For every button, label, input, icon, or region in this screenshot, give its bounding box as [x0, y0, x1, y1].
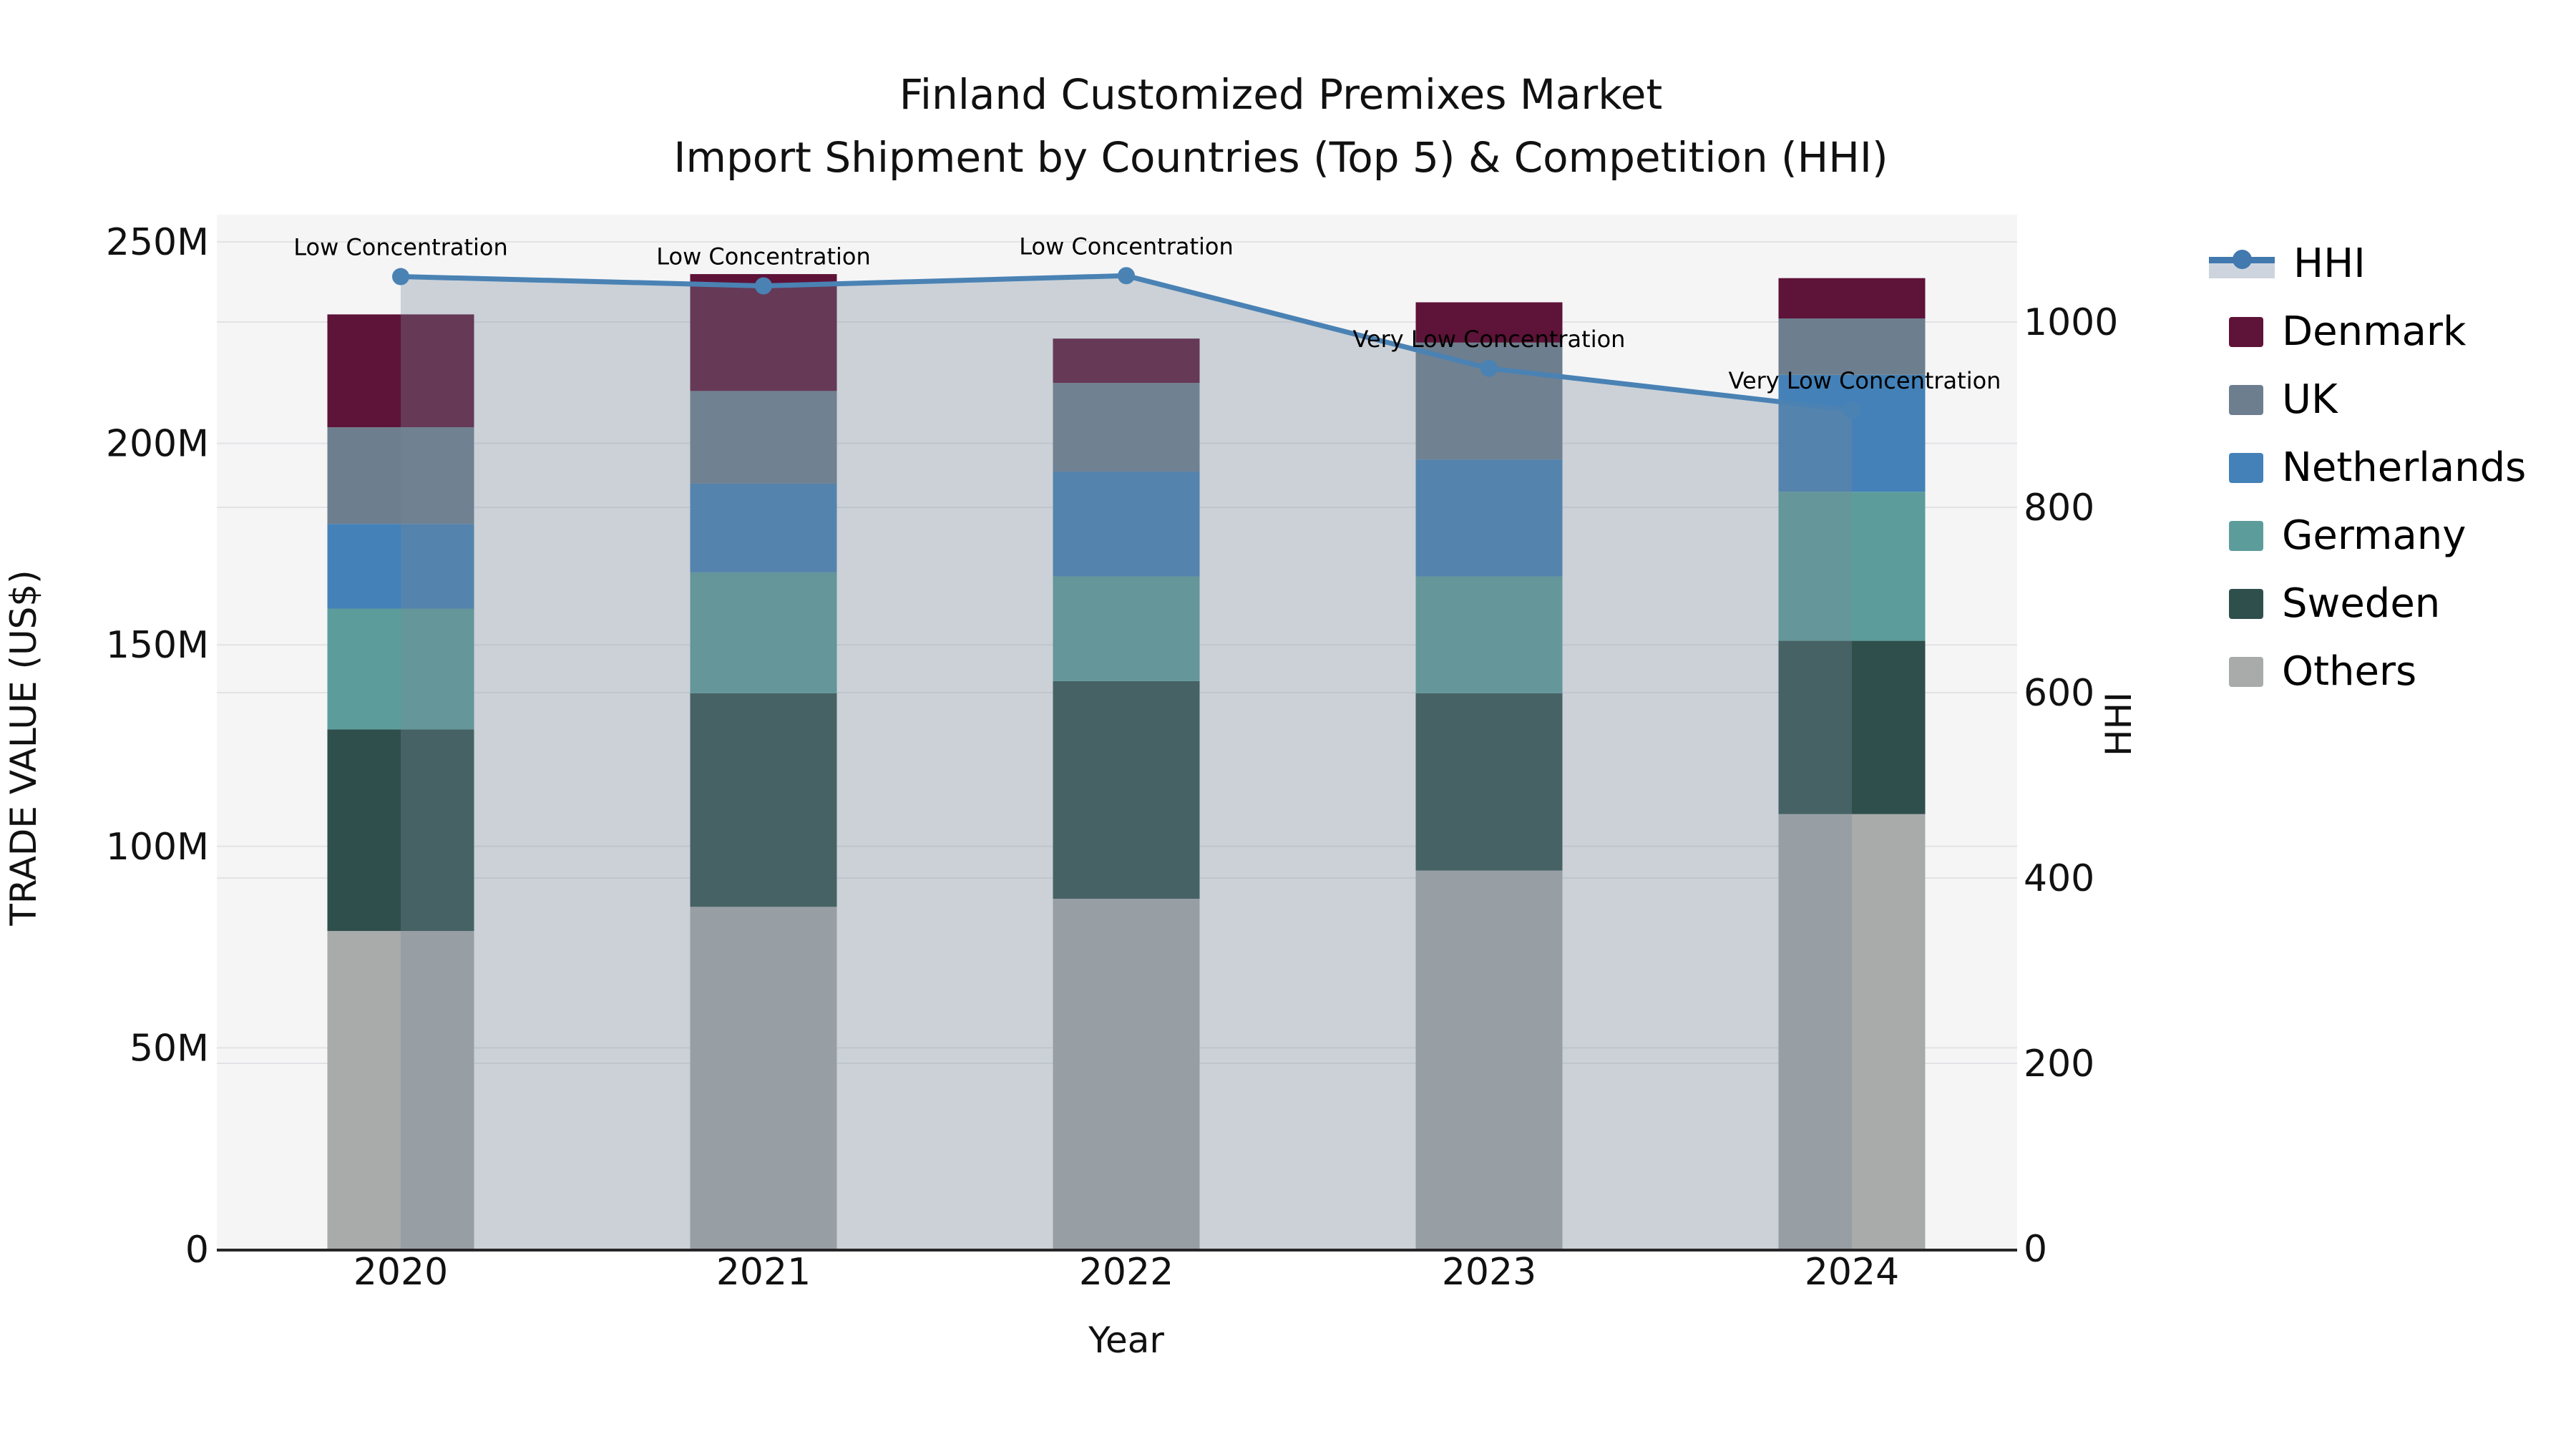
hhi-marker-2024[interactable]: [1843, 401, 1860, 419]
x-tick-2022: 2022: [1079, 1251, 1174, 1294]
bar-segment-2021-germany[interactable]: [690, 572, 837, 693]
bar-segment-2020-others[interactable]: [327, 931, 474, 1249]
bar-segment-2023-others[interactable]: [1415, 870, 1563, 1249]
legend-label: UK: [2282, 376, 2338, 423]
y-left-tick-0: 0: [185, 1229, 209, 1272]
legend-item-uk[interactable]: UK: [2209, 366, 2526, 434]
bar-segment-2021-sweden[interactable]: [690, 693, 837, 907]
y-right-tick-1000: 1000: [2024, 301, 2118, 344]
y-right-tick-400: 400: [2024, 857, 2094, 900]
annotation-2022: Low Concentration: [1019, 233, 1234, 260]
legend-label: Denmark: [2282, 308, 2467, 355]
bar-segment-2023-germany[interactable]: [1415, 576, 1563, 693]
bar-segment-2020-uk[interactable]: [327, 427, 474, 525]
legend-item-sweden[interactable]: Sweden: [2209, 570, 2526, 638]
y-right-tick-200: 200: [2024, 1043, 2094, 1085]
y-right-tick-0: 0: [2024, 1228, 2047, 1271]
hhi-marker-swatch: [2233, 249, 2252, 269]
bar-segment-2021-uk[interactable]: [690, 391, 837, 484]
bar-segment-2020-sweden[interactable]: [327, 729, 474, 932]
x-tick-2020: 2020: [353, 1251, 448, 1294]
legend-label: HHI: [2293, 240, 2366, 287]
legend: HHI Denmark UK Netherlands Germany Swede…: [2209, 230, 2526, 706]
bar-segment-2021-netherlands[interactable]: [690, 483, 837, 572]
bar-segment-2022-germany[interactable]: [1053, 576, 1200, 681]
bar-segment-2024-denmark[interactable]: [1778, 278, 1926, 319]
uk-swatch: [2229, 384, 2263, 415]
y-left-tick-150M: 150M: [106, 624, 209, 667]
bar-segment-2022-others[interactable]: [1053, 899, 1200, 1249]
legend-item-denmark[interactable]: Denmark: [2209, 298, 2526, 366]
bar-segment-2024-sweden[interactable]: [1778, 640, 1926, 814]
annotation-2020: Low Concentration: [293, 234, 508, 261]
hhi-legend-symbol: [2209, 247, 2275, 281]
legend-item-hhi[interactable]: HHI: [2209, 230, 2526, 298]
bar-segment-2022-denmark[interactable]: [1053, 338, 1200, 384]
x-tick-2023: 2023: [1442, 1251, 1536, 1294]
bar-segment-2022-sweden[interactable]: [1053, 680, 1200, 899]
bar-segment-2023-sweden[interactable]: [1415, 693, 1563, 871]
bar-segment-2024-uk[interactable]: [1778, 318, 1926, 375]
hhi-marker-2021[interactable]: [755, 277, 772, 295]
germany-swatch: [2229, 520, 2263, 551]
annotation-2024: Very Low Concentration: [1729, 367, 2001, 394]
legend-label: Others: [2282, 648, 2417, 695]
denmark-swatch: [2229, 316, 2263, 347]
chart-title-line1: Finland Customized Premixes Market: [899, 70, 1662, 119]
netherlands-swatch: [2229, 452, 2263, 483]
annotation-2021: Low Concentration: [656, 243, 871, 270]
bar-segment-2020-netherlands[interactable]: [327, 524, 474, 609]
bar-segment-2023-netherlands[interactable]: [1415, 459, 1563, 577]
y-left-tick-50M: 50M: [130, 1027, 209, 1070]
bar-segment-2022-netherlands[interactable]: [1053, 472, 1200, 577]
bar-segment-2024-germany[interactable]: [1778, 492, 1926, 641]
x-tick-2021: 2021: [716, 1251, 811, 1294]
chart-title-line2: Import Shipment by Countries (Top 5) & C…: [673, 133, 1888, 182]
y-right-tick-600: 600: [2024, 672, 2094, 715]
hhi-marker-2022[interactable]: [1118, 267, 1135, 285]
y-right-tick-800: 800: [2024, 487, 2094, 530]
hhi-marker-2020[interactable]: [392, 268, 409, 286]
x-tick-2024: 2024: [1805, 1251, 1899, 1294]
bar-segment-2021-others[interactable]: [690, 907, 837, 1249]
sweden-swatch: [2229, 588, 2263, 619]
y-left-tick-250M: 250M: [106, 221, 209, 264]
bar-segment-2024-others[interactable]: [1778, 814, 1926, 1249]
bar-segment-2020-denmark[interactable]: [327, 314, 474, 428]
legend-label: Germany: [2282, 512, 2467, 559]
bar-segment-2024-netherlands[interactable]: [1778, 374, 1926, 492]
bar-segment-2020-germany[interactable]: [327, 608, 474, 730]
legend-item-germany[interactable]: Germany: [2209, 502, 2526, 570]
legend-label: Netherlands: [2282, 444, 2527, 491]
y-left-tick-100M: 100M: [106, 826, 209, 869]
x-axis-title: Year: [1088, 1319, 1164, 1361]
legend-label: Sweden: [2282, 580, 2441, 627]
others-swatch: [2229, 656, 2263, 687]
y-axis-left-title: TRADE VALUE (US$): [3, 570, 44, 926]
bar-segment-2023-denmark[interactable]: [1415, 302, 1563, 343]
hhi-area-fill: [401, 275, 1852, 1250]
hhi-marker-2023[interactable]: [1480, 359, 1498, 377]
plot-layer: Low Concentration Low Concentration Low Co…: [106, 215, 2118, 1294]
y-left-tick-200M: 200M: [106, 423, 209, 466]
y-axis-right-title: HHI: [2098, 692, 2140, 756]
annotation-2023: Very Low Concentration: [1353, 326, 1626, 353]
legend-item-netherlands[interactable]: Netherlands: [2209, 434, 2526, 502]
bar-segment-2022-uk[interactable]: [1053, 383, 1200, 472]
legend-item-others[interactable]: Others: [2209, 638, 2526, 706]
